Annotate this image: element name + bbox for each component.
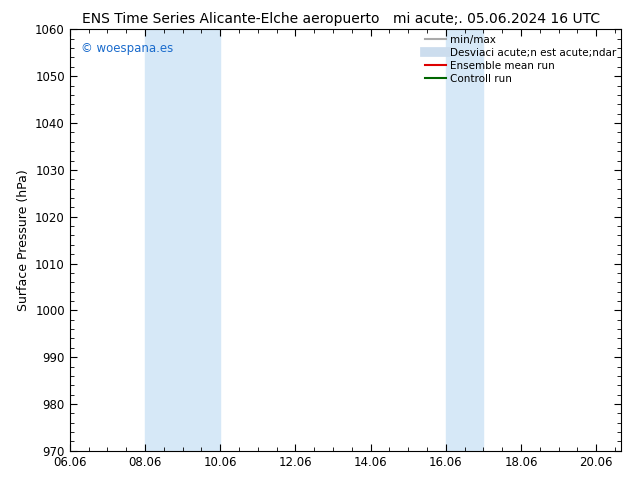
Text: © woespana.es: © woespana.es xyxy=(81,42,173,55)
Text: mi acute;. 05.06.2024 16 UTC: mi acute;. 05.06.2024 16 UTC xyxy=(393,12,600,26)
Y-axis label: Surface Pressure (hPa): Surface Pressure (hPa) xyxy=(16,169,30,311)
Text: ENS Time Series Alicante-Elche aeropuerto: ENS Time Series Alicante-Elche aeropuert… xyxy=(82,12,380,26)
Bar xyxy=(145,29,220,451)
Bar xyxy=(446,29,483,451)
Legend: min/max, Desviaci acute;n est acute;ndar, Ensemble mean run, Controll run: min/max, Desviaci acute;n est acute;ndar… xyxy=(425,35,616,84)
